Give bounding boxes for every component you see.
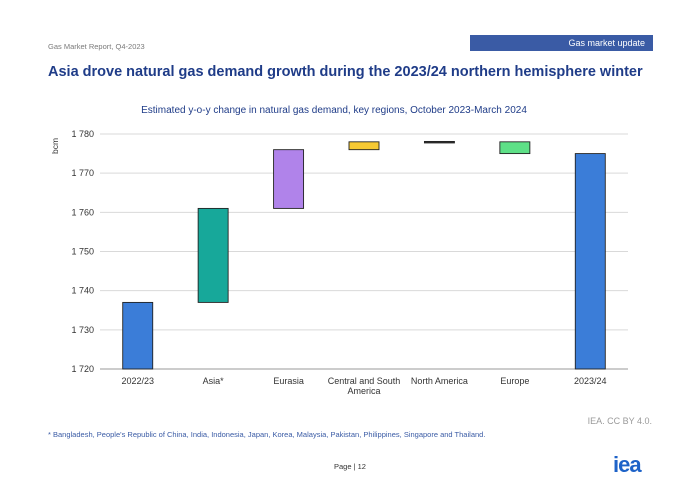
bar-eurasia xyxy=(273,149,305,209)
x-tick-label: North America xyxy=(411,376,468,386)
x-tick-label: Asia* xyxy=(203,376,225,386)
x-axis-ticks: 2022/23 Asia* Eurasia Central and SouthAmer… xyxy=(121,376,606,396)
bar-2023-24 xyxy=(574,153,606,370)
iea-logo: iea xyxy=(613,452,642,477)
grid-lines xyxy=(100,133,628,370)
chart-title: Estimated y-o-y change in natural gas de… xyxy=(141,105,527,116)
bar-2022-23 xyxy=(122,301,154,370)
x-tick-label: America xyxy=(347,386,380,396)
bar-north-america xyxy=(423,140,455,144)
bar-europe xyxy=(499,141,531,155)
x-tick-label: 2023/24 xyxy=(574,376,607,386)
y-tick-label: 1 730 xyxy=(71,325,94,335)
bars xyxy=(122,140,606,370)
y-tick-label: 1 750 xyxy=(71,247,94,257)
bar-asia xyxy=(197,207,229,303)
slide-title: Asia drove natural gas demand growth dur… xyxy=(48,64,643,80)
page-number: Page | 12 xyxy=(334,462,366,471)
y-tick-label: 1 770 xyxy=(71,168,94,178)
x-tick-label: Central and South xyxy=(328,376,401,386)
section-banner: Gas market update xyxy=(470,35,653,51)
y-tick-label: 1 740 xyxy=(71,286,94,296)
x-tick-label: Eurasia xyxy=(273,376,304,386)
y-tick-label: 1 720 xyxy=(71,364,94,374)
report-label: Gas Market Report, Q4-2023 xyxy=(48,42,145,51)
bar-central-and-south-america xyxy=(348,141,380,151)
y-axis-label: bcm xyxy=(50,138,60,154)
x-tick-label: 2022/23 xyxy=(121,376,154,386)
y-axis-ticks: 1 720 1 730 1 740 1 750 1 760 1 770 1 780 xyxy=(71,129,94,374)
y-tick-label: 1 760 xyxy=(71,207,94,217)
credit-label: IEA. CC BY 4.0. xyxy=(587,416,652,426)
x-tick-label: Europe xyxy=(500,376,529,386)
footnote: * Bangladesh, People's Republic of China… xyxy=(48,430,486,439)
y-tick-label: 1 780 xyxy=(71,129,94,139)
